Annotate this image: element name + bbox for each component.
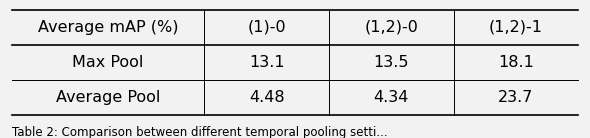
Text: Average Pool: Average Pool [56,90,160,105]
Text: (1,2)-1: (1,2)-1 [489,20,543,35]
Text: 4.34: 4.34 [373,90,409,105]
Text: 23.7: 23.7 [498,90,533,105]
Text: (1)-0: (1)-0 [247,20,286,35]
Text: Average mAP (%): Average mAP (%) [38,20,178,35]
Text: 13.1: 13.1 [249,55,284,70]
Text: 18.1: 18.1 [498,55,534,70]
Text: 4.48: 4.48 [249,90,284,105]
Text: 13.5: 13.5 [373,55,409,70]
Text: (1,2)-0: (1,2)-0 [365,20,418,35]
Text: Max Pool: Max Pool [73,55,144,70]
Text: Table 2: Comparison between different temporal pooling setti...: Table 2: Comparison between different te… [12,126,388,138]
